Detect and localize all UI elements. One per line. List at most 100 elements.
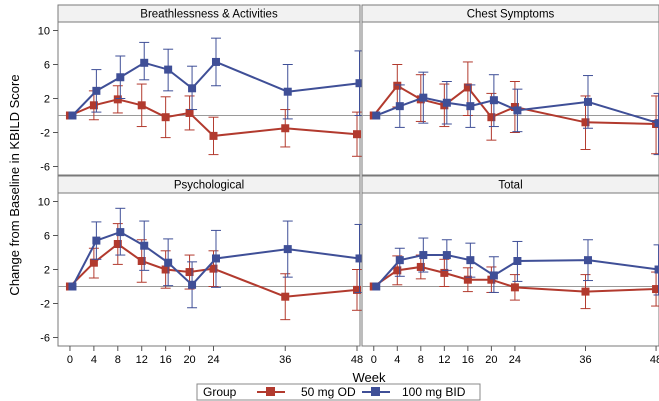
panel-2: Chest Symptoms [361, 4, 659, 176]
data-point [583, 256, 592, 265]
y-tick-label: 2 [44, 265, 50, 277]
y-tick-label: -6 [40, 162, 50, 174]
data-point [185, 268, 194, 277]
data-point [211, 57, 220, 66]
x-tick-label: 0 [371, 354, 377, 366]
data-point [654, 119, 659, 128]
x-tick-label: 20 [183, 354, 195, 366]
x-tick-label: 48 [650, 354, 659, 366]
data-point [581, 287, 590, 296]
x-tick-label: 24 [509, 354, 521, 366]
data-point [581, 118, 590, 127]
panel-1: Breathlessness & Activities [57, 4, 365, 176]
data-point [419, 93, 428, 102]
data-point [510, 283, 519, 292]
data-point [140, 241, 149, 250]
data-point [283, 245, 292, 254]
legend-label-100mg: 100 mg BID [402, 385, 466, 399]
data-point [487, 113, 496, 122]
x-tick-label: 36 [279, 354, 291, 366]
panel-plot-area [361, 21, 659, 176]
x-tick-label: 36 [579, 354, 591, 366]
data-point [372, 282, 381, 291]
y-tick-label: -2 [40, 128, 50, 140]
y-tick-label: 6 [44, 60, 50, 72]
data-point [113, 95, 122, 104]
data-point [92, 236, 101, 245]
panels-layer: Breathlessness & Activities Chest Symptom… [57, 4, 659, 347]
data-point [513, 257, 522, 265]
data-point [164, 258, 173, 267]
data-point [185, 108, 194, 117]
data-point [489, 96, 498, 105]
x-tick-label: 12 [438, 354, 450, 366]
data-point [140, 58, 149, 67]
legend-marker-50mg [266, 387, 275, 396]
data-point [652, 285, 659, 294]
series-100mg [68, 37, 365, 120]
x-axis-title: Week [353, 370, 386, 385]
panel-plot-area [361, 192, 659, 347]
x-tick-label: 24 [207, 354, 219, 366]
data-point [188, 280, 197, 289]
data-point [211, 254, 220, 263]
y-tick-label: -2 [40, 299, 50, 311]
data-point [583, 97, 592, 106]
data-point [466, 256, 475, 265]
data-point [164, 65, 173, 74]
data-point [393, 81, 402, 90]
data-point [393, 266, 402, 275]
data-point [355, 254, 364, 263]
x-tick-label: 48 [351, 354, 363, 366]
data-point [513, 106, 522, 115]
data-point [487, 275, 496, 284]
data-point [113, 240, 122, 248]
data-point [281, 292, 290, 301]
y-tick-label: 6 [44, 231, 50, 243]
data-point [68, 282, 77, 291]
panel-plot-area [57, 21, 361, 176]
panel-title: Psychological [174, 180, 244, 192]
y-tick-label: 10 [38, 26, 50, 38]
x-tick-label: 12 [136, 354, 148, 366]
data-point [395, 256, 404, 265]
data-point [161, 113, 170, 122]
x-tick-label: 8 [115, 354, 121, 366]
data-point [89, 258, 98, 267]
data-point [188, 84, 197, 93]
panel-title: Breathlessness & Activities [140, 9, 278, 21]
data-point [283, 87, 292, 96]
x-tick-label: 8 [418, 354, 424, 366]
series-50mg [65, 223, 363, 321]
data-point [353, 285, 362, 294]
data-point [209, 131, 218, 140]
y-axis-title: Change from Baseline in KBILD Score [7, 74, 22, 295]
panel-3: Psychological [57, 175, 365, 347]
series-100mg [68, 207, 365, 309]
data-point [355, 79, 364, 88]
data-point [137, 257, 146, 265]
data-point [395, 102, 404, 111]
x-tick-label: 20 [485, 354, 497, 366]
data-point [463, 275, 472, 284]
data-point [466, 102, 475, 111]
x-tick-label: 16 [160, 354, 172, 366]
series-100mg [372, 71, 659, 156]
x-tick-label: 4 [91, 354, 97, 366]
y-tick-label: 10 [38, 197, 50, 209]
x-tick-label: 0 [67, 354, 73, 366]
data-point [353, 130, 362, 139]
y-tick-label: -6 [40, 333, 50, 345]
x-tick-label: 4 [394, 354, 400, 366]
data-point [281, 124, 290, 133]
panel-title: Chest Symptoms [467, 9, 555, 21]
data-point [442, 98, 451, 107]
data-point [68, 111, 77, 120]
data-point [463, 83, 472, 92]
y-tick-label: 2 [44, 94, 50, 106]
data-point [489, 271, 498, 280]
data-point [442, 251, 451, 260]
data-point [372, 111, 381, 120]
